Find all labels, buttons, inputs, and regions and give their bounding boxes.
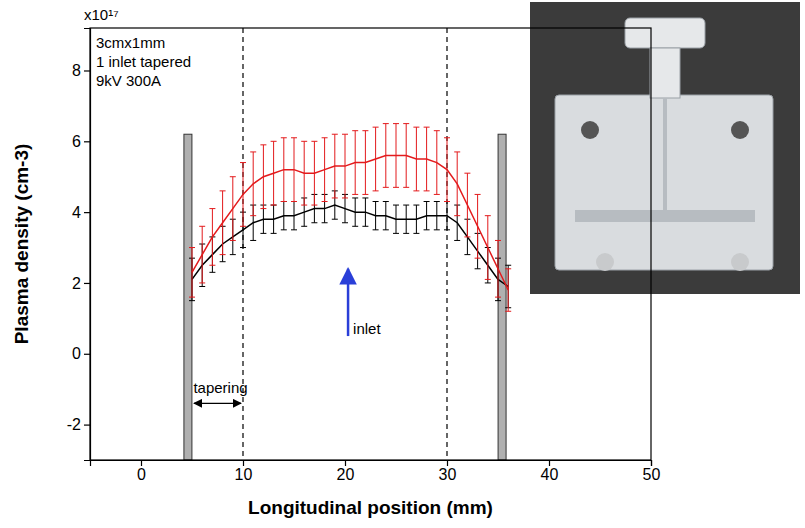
tick-label: 50 [643, 466, 661, 483]
series [189, 191, 511, 308]
tick-mark [447, 460, 448, 466]
tick-label: 10 [235, 466, 253, 483]
series-line [192, 205, 508, 286]
photo-hole [581, 121, 599, 139]
y-axis-title: Plasma density (cm-3) [11, 144, 32, 345]
tick-label: 8 [72, 62, 81, 79]
tick-mark [84, 212, 90, 213]
tick: 0 [72, 345, 90, 362]
tick-label: 0 [137, 466, 146, 483]
plot-area [184, 28, 511, 460]
photo-pin [731, 253, 749, 271]
inset-photo [530, 2, 800, 294]
tick-label: 40 [541, 466, 559, 483]
y-multiplier: x10¹⁷ [84, 6, 119, 23]
x-axis-title: Longitudinal position (mm) [248, 497, 493, 518]
tick: 4 [72, 204, 90, 221]
annotation: 3cmx1mm [96, 34, 165, 51]
tick-mark [84, 70, 90, 71]
photo-inlet [663, 98, 667, 213]
tick: 50 [643, 460, 661, 483]
tick: 20 [337, 460, 355, 483]
plot-frame [90, 28, 651, 460]
tick-label: -2 [67, 416, 81, 433]
tick: 10 [235, 460, 253, 483]
tick: 30 [439, 460, 457, 483]
x-axis: 0 10 20 30 40 50 [91, 460, 661, 483]
tick-mark [84, 354, 90, 355]
tick-mark [549, 460, 550, 466]
tick: -2 [67, 416, 90, 433]
series-line [192, 155, 508, 290]
y-axis: -2 0 2 4 6 8 [67, 29, 91, 461]
axis-line [84, 29, 91, 461]
tick-label: 2 [72, 275, 81, 292]
tick-mark [84, 424, 90, 425]
tick-mark [345, 460, 346, 466]
tick-label: 0 [72, 345, 81, 362]
chart: 0 10 20 30 40 50 -2 0 2 4 6 8 Longitudinal position … [0, 0, 805, 528]
tick-label: 30 [439, 466, 457, 483]
photo-stem [650, 48, 680, 98]
inlet-arrow [347, 269, 350, 336]
tick-mark [141, 460, 142, 466]
tick: 40 [541, 460, 559, 483]
tick-label: 6 [72, 133, 81, 150]
reference-line [446, 28, 447, 460]
inlet-label: inlet [353, 320, 381, 337]
tick-mark [84, 283, 90, 284]
tick-mark [243, 460, 244, 466]
tick: 0 [137, 460, 146, 483]
annotation: 9kV 300A [96, 72, 161, 89]
tick-label: 20 [337, 466, 355, 483]
photo-background [530, 2, 800, 294]
annotation: 1 inlet tapered [96, 53, 191, 70]
series [189, 124, 511, 312]
photo-pin [596, 253, 614, 271]
tick: 6 [72, 133, 90, 150]
tick-label: 4 [72, 204, 81, 221]
photo-device [555, 95, 773, 270]
tapering-label: tapering [193, 379, 247, 396]
tick: 8 [72, 62, 90, 79]
photo-knob [625, 18, 705, 48]
tick: 2 [72, 275, 90, 292]
axis-line [91, 461, 652, 467]
tick-mark [651, 460, 652, 466]
tapering-arrow [194, 403, 241, 404]
tick-mark [84, 141, 90, 142]
photo-hole [731, 121, 749, 139]
